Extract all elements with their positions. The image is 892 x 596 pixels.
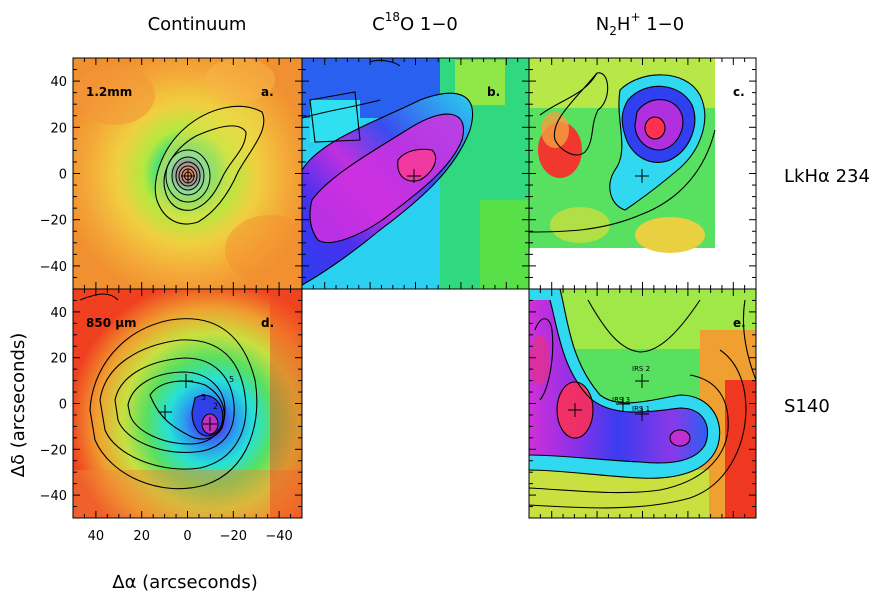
- col-title-continuum: Continuum: [148, 14, 247, 35]
- n2h-mid: H: [617, 14, 631, 35]
- n2h-sup: +: [630, 10, 640, 24]
- panel-d-mark-3: 3: [201, 393, 206, 402]
- y-tick-label: 0: [59, 398, 67, 413]
- source-irs2: IRS 2: [632, 365, 650, 373]
- col-title-n2h: N2H+ 1−0: [596, 10, 684, 38]
- y-tick-label: −20: [40, 443, 67, 458]
- panel-c-map: [529, 58, 756, 289]
- y-tick-label: −20: [40, 214, 67, 229]
- panel-c-letter: c.: [733, 85, 745, 99]
- y-tick-label: 0: [59, 168, 67, 183]
- source-irs1: IRS 1: [632, 405, 650, 413]
- x-tick-label: −20: [220, 529, 247, 544]
- y-tick-label: −40: [40, 260, 67, 275]
- x-tick-label: 0: [183, 529, 191, 544]
- col-title-c18o: C18O 1−0: [372, 10, 458, 35]
- y-tick-label: 40: [50, 306, 67, 321]
- panel-e-letter: e.: [733, 316, 746, 330]
- panel-e-map: [529, 289, 756, 518]
- panel-d-label: 850 μm: [86, 316, 137, 330]
- n2h-sub: 2: [609, 24, 617, 38]
- x-tick-label: −40: [265, 529, 292, 544]
- y-axis-label: Δδ (arcseconds): [8, 333, 29, 478]
- y-tick-label: −40: [40, 489, 67, 504]
- c18o-sup: 18: [385, 10, 400, 24]
- panel-a-label: 1.2mm: [86, 85, 132, 99]
- panel-d-mark-5: 5: [229, 375, 234, 384]
- panel-b-map: [302, 58, 529, 289]
- x-axis-label: Δα (arcseconds): [112, 572, 257, 593]
- x-tick-label: 40: [88, 529, 105, 544]
- panel-a-letter: a.: [261, 85, 274, 99]
- c18o-post: O 1−0: [400, 14, 458, 35]
- panel-a-map: [73, 58, 302, 289]
- x-tick-label: 20: [133, 529, 150, 544]
- panel-b-letter: b.: [487, 85, 500, 99]
- source-irs3: IRS 3: [612, 396, 630, 404]
- panel-d-letter: d.: [261, 316, 274, 330]
- c18o-pre: C: [372, 14, 385, 35]
- y-tick-label: 20: [50, 352, 67, 367]
- y-tick-label: 20: [50, 121, 67, 136]
- n2h-pre: N: [596, 14, 609, 35]
- row-label-lkha234: LkHα 234: [784, 166, 870, 187]
- panel-d-mark-2: 2: [213, 402, 218, 411]
- row-label-s140: S140: [784, 396, 830, 417]
- axis-ticks: 40 20 0 −20 −40 40 20 0 −20 −40 40 20 0 −20 −40: [40, 57, 757, 544]
- y-tick-label: 40: [50, 75, 67, 90]
- n2h-post: 1−0: [641, 14, 685, 35]
- panel-d-map: [73, 289, 302, 518]
